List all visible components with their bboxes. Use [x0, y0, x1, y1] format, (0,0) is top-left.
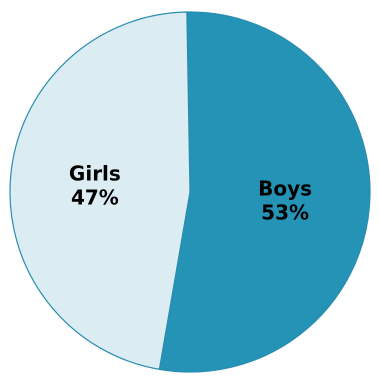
- slice-value-girls: 47%: [71, 186, 119, 210]
- slice-label-boys: Boys: [258, 176, 312, 200]
- pie-slices: [9, 11, 371, 373]
- pie-slice-girls: [9, 11, 191, 370]
- pie-labels: Boys 53% Girls 47%: [69, 162, 312, 225]
- slice-label-girls: Girls: [69, 162, 121, 186]
- slice-value-boys: 53%: [261, 200, 309, 224]
- pie-slice-boys: [158, 11, 371, 373]
